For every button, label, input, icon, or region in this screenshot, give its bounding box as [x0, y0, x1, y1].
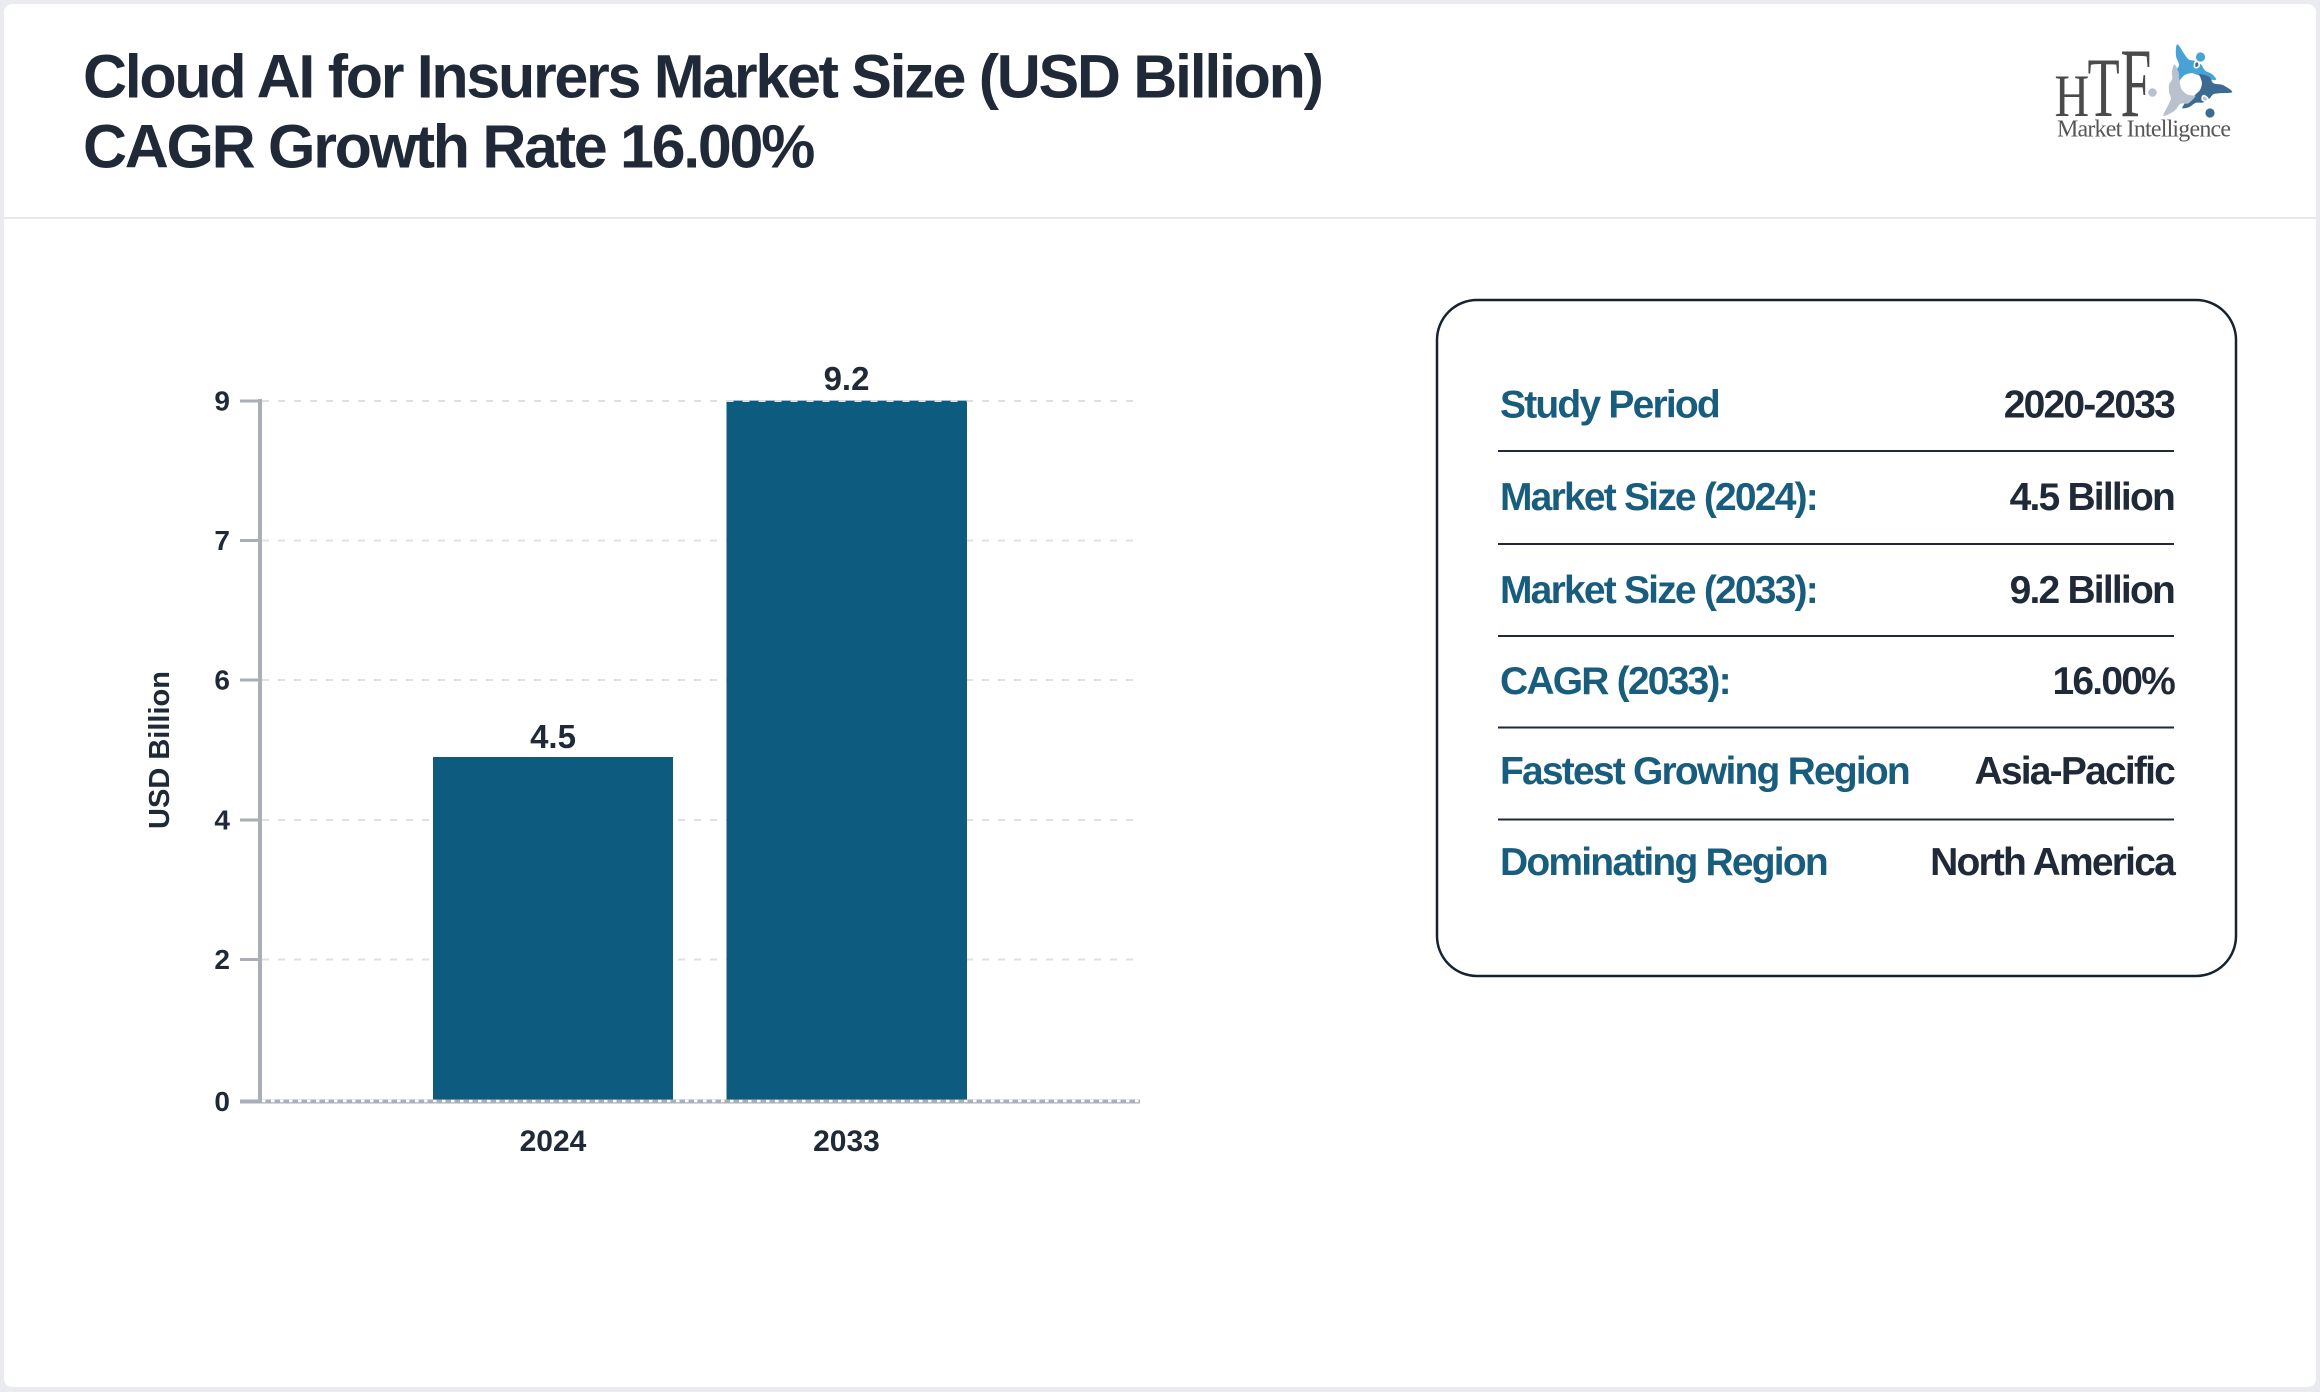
- svg-text:2024: 2024: [520, 1125, 587, 1158]
- svg-text:Dominating Region: Dominating Region: [1500, 841, 1827, 884]
- svg-text:9.2: 9.2: [824, 360, 870, 397]
- svg-text:4.5 Billion: 4.5 Billion: [2010, 476, 2174, 519]
- svg-text:16.00%: 16.00%: [2053, 660, 2176, 703]
- svg-text:Asia-Pacific: Asia-Pacific: [1974, 750, 2175, 793]
- svg-text:Study Period: Study Period: [1500, 384, 1719, 427]
- svg-text:H: H: [2055, 63, 2090, 129]
- svg-text:9.2 Billion: 9.2 Billion: [2010, 569, 2174, 612]
- svg-text:T: T: [2088, 41, 2120, 135]
- svg-text:North America: North America: [1930, 841, 2176, 884]
- svg-text:Market Intelligence: Market Intelligence: [2057, 117, 2231, 143]
- svg-text:2033: 2033: [813, 1125, 880, 1158]
- svg-text:2020-2033: 2020-2033: [2004, 384, 2175, 427]
- svg-text:0: 0: [214, 1086, 230, 1117]
- svg-text:Market Size (2033):: Market Size (2033):: [1500, 569, 1817, 612]
- svg-text:CAGR Growth Rate 16.00%: CAGR Growth Rate 16.00%: [83, 113, 814, 181]
- svg-text:Market Size (2024):: Market Size (2024):: [1500, 476, 1817, 519]
- svg-text:USD Billion: USD Billion: [144, 671, 176, 829]
- svg-text:CAGR (2033):: CAGR (2033):: [1500, 660, 1730, 703]
- svg-text:Cloud AI for Insurers Market S: Cloud AI for Insurers Market Size (USD B…: [83, 43, 1322, 111]
- svg-text:F: F: [2121, 29, 2152, 138]
- svg-text:2: 2: [214, 944, 230, 975]
- svg-text:4: 4: [214, 805, 230, 836]
- svg-text:7: 7: [214, 525, 230, 556]
- svg-text:9: 9: [214, 386, 230, 417]
- svg-text:6: 6: [214, 665, 230, 696]
- svg-text:Fastest Growing Region: Fastest Growing Region: [1500, 750, 1909, 793]
- svg-text:4.5: 4.5: [530, 718, 576, 755]
